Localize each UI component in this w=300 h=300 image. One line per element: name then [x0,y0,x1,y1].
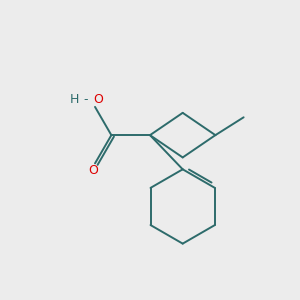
Text: -: - [84,93,88,106]
Text: H: H [70,93,79,106]
Text: O: O [88,164,98,177]
Text: O: O [93,93,103,106]
